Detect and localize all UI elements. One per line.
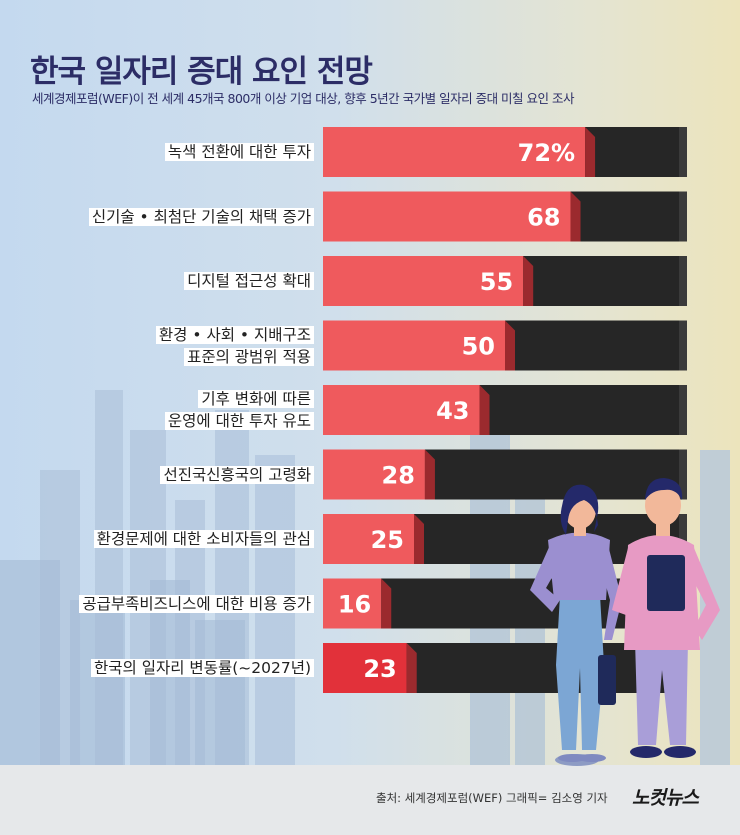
category-label-text: 공급부족비즈니스에 대한 비용 증가: [79, 594, 314, 613]
woman-figure: [530, 484, 622, 766]
bar-value-label: 16: [338, 591, 371, 619]
bar-track-edge: [679, 191, 687, 242]
bar-shadow: [381, 578, 392, 629]
chart-title: 한국 일자리 증대 요인 전망: [30, 54, 373, 90]
category-label-text: 한국의 일자리 변동률(~2027년): [91, 659, 314, 677]
category-label-text: 운영에 대한 투자 유도: [164, 412, 314, 430]
bar-value-label: 55: [480, 268, 513, 296]
bar-track-edge: [679, 127, 687, 177]
bar-shadow: [505, 320, 515, 371]
bar: [323, 643, 407, 693]
category-label-text: 선진국신흥국의 고령화: [160, 465, 314, 484]
man-figure: [612, 478, 720, 758]
bar-value-label: 68: [527, 204, 560, 232]
bar-value-label: 23: [363, 655, 396, 683]
category-label: 공급부족비즈니스에 대한 비용 증가: [79, 593, 314, 615]
category-label-text: 기후 변화에 따른: [198, 390, 314, 408]
category-label-text: 녹색 전환에 대한 투자: [164, 143, 314, 161]
bar: [323, 256, 524, 306]
bar-value-label: 28: [382, 462, 415, 490]
bar-value-label: 72%: [518, 139, 575, 167]
category-label: 디지털 접근성 확대: [184, 270, 314, 292]
category-label: 환경문제에 대한 소비자들의 관심: [93, 528, 314, 550]
category-label-text: 디지털 접근성 확대: [184, 272, 314, 290]
bar: [323, 449, 425, 500]
bar-shadow: [406, 643, 417, 693]
bar-value-label: 25: [371, 526, 404, 554]
category-label: 신기술 • 최첨단 기술의 채택 증가: [88, 206, 314, 228]
bar: [323, 578, 382, 629]
bar-track-edge: [679, 385, 687, 435]
category-label-text: 환경 • 사회 • 지배구조: [155, 325, 314, 344]
publisher-logo: 노컷뉴스: [632, 787, 699, 809]
bar: [323, 127, 586, 177]
bar-track-edge: [679, 320, 687, 371]
bar-shadow: [570, 191, 581, 242]
bar-value-label: 43: [436, 397, 469, 425]
category-label-text: 신기술 • 최첨단 기술의 채택 증가: [88, 207, 314, 226]
category-label: 녹색 전환에 대한 투자: [164, 141, 314, 163]
category-label-text: 표준의 광범위 적용: [184, 347, 314, 366]
bar: [323, 191, 571, 242]
source-credit: 출처: 세계경제포럼(WEF) 그래픽= 김소영 기자: [376, 791, 608, 805]
bar-shadow: [479, 385, 490, 435]
chart-subtitle: 세계경제포럼(WEF)이 전 세계 45개국 800개 이상 기업 대상, 향후…: [32, 91, 575, 106]
bar-track-edge: [679, 449, 687, 500]
bar-shadow: [523, 256, 534, 306]
bar-track-edge: [679, 256, 687, 306]
bar-shadow: [585, 127, 596, 177]
category-label-text: 환경문제에 대한 소비자들의 관심: [93, 530, 314, 548]
bar-value-label: 50: [462, 333, 495, 361]
bar: [323, 385, 480, 435]
bar-shadow: [414, 514, 424, 564]
category-label: 한국의 일자리 변동률(~2027년): [91, 657, 314, 679]
bar-shadow: [424, 449, 435, 500]
category-label: 선진국신흥국의 고령화: [160, 464, 314, 486]
bar: [323, 514, 414, 564]
bar: [323, 320, 505, 371]
